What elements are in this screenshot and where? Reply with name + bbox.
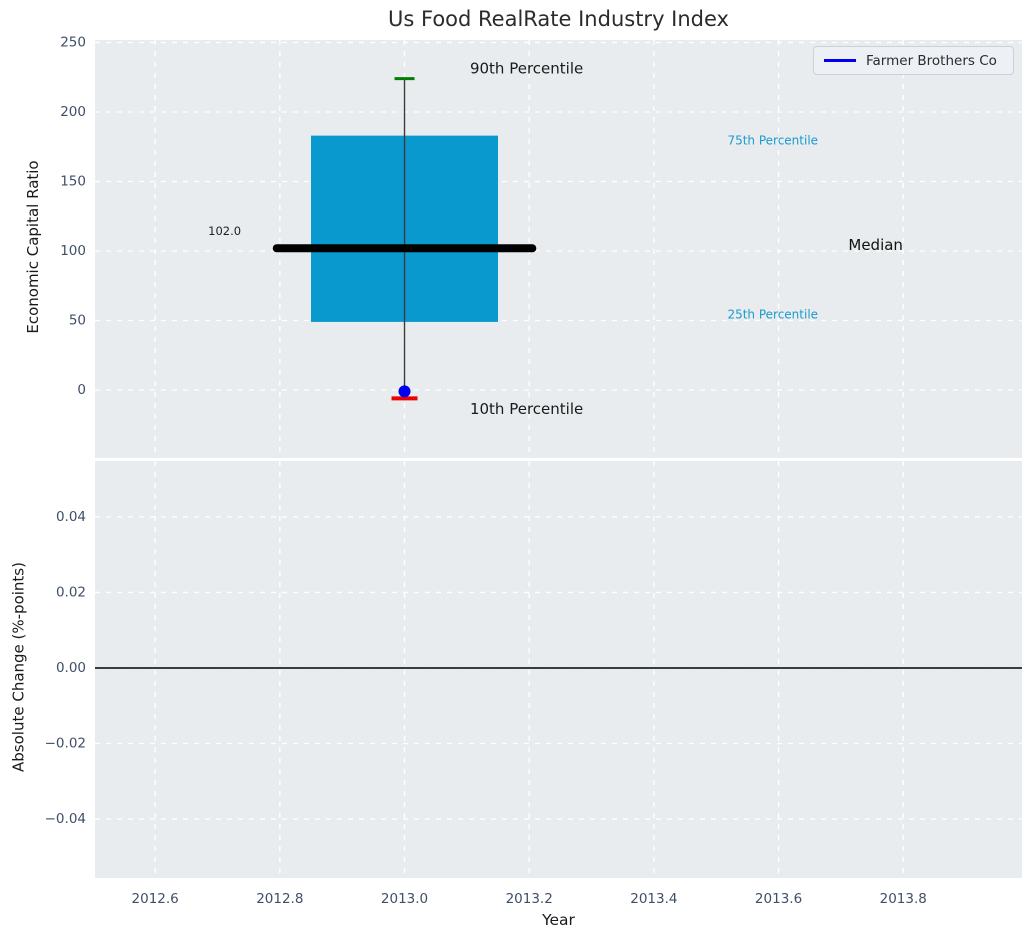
annotation-25th-percentile: 25th Percentile xyxy=(727,307,818,321)
y-tick-label: 250 xyxy=(60,35,86,51)
annotation-10th-percentile: 10th Percentile xyxy=(470,400,583,418)
chart-title: Us Food RealRate Industry Index xyxy=(388,7,729,31)
company-point-marker xyxy=(398,385,411,398)
annotation-median: Median xyxy=(848,236,903,254)
y-tick-label: 200 xyxy=(60,104,86,120)
axes-2-background xyxy=(95,461,1022,878)
x-tick-label: 2012.6 xyxy=(132,891,179,907)
axes-1-background xyxy=(95,40,1022,458)
x-tick-label: 2013.2 xyxy=(506,891,553,907)
y-tick-label: 0.02 xyxy=(56,584,86,600)
legend: Farmer Brothers Co xyxy=(813,46,1014,75)
y-axis-label-top: Economic Capital Ratio xyxy=(24,160,42,334)
x-axis-label: Year xyxy=(542,911,575,929)
y-tick-label: 0 xyxy=(77,382,86,398)
y-tick-label: 0.04 xyxy=(56,509,86,525)
x-tick-label: 2013.0 xyxy=(381,891,428,907)
y-tick-label: −0.04 xyxy=(45,811,86,827)
annotation-75th-percentile: 75th Percentile xyxy=(727,134,818,148)
legend-line-sample xyxy=(824,59,856,62)
y-tick-label: 50 xyxy=(69,313,86,329)
y-tick-label: 100 xyxy=(60,243,86,259)
y-axis-label-bottom: Absolute Change (%-points) xyxy=(9,562,28,772)
y-tick-label: 150 xyxy=(60,174,86,190)
x-tick-label: 2013.6 xyxy=(755,891,802,907)
y-tick-label: −0.02 xyxy=(45,736,86,752)
x-tick-label: 2013.8 xyxy=(880,891,927,907)
annotation-102-0: 102.0 xyxy=(208,224,241,238)
x-tick-label: 2012.8 xyxy=(256,891,303,907)
y-tick-label: 0.00 xyxy=(56,660,86,676)
x-tick-label: 2013.4 xyxy=(630,891,677,907)
annotation-90th-percentile: 90th Percentile xyxy=(470,59,583,77)
legend-label: Farmer Brothers Co xyxy=(866,52,997,69)
